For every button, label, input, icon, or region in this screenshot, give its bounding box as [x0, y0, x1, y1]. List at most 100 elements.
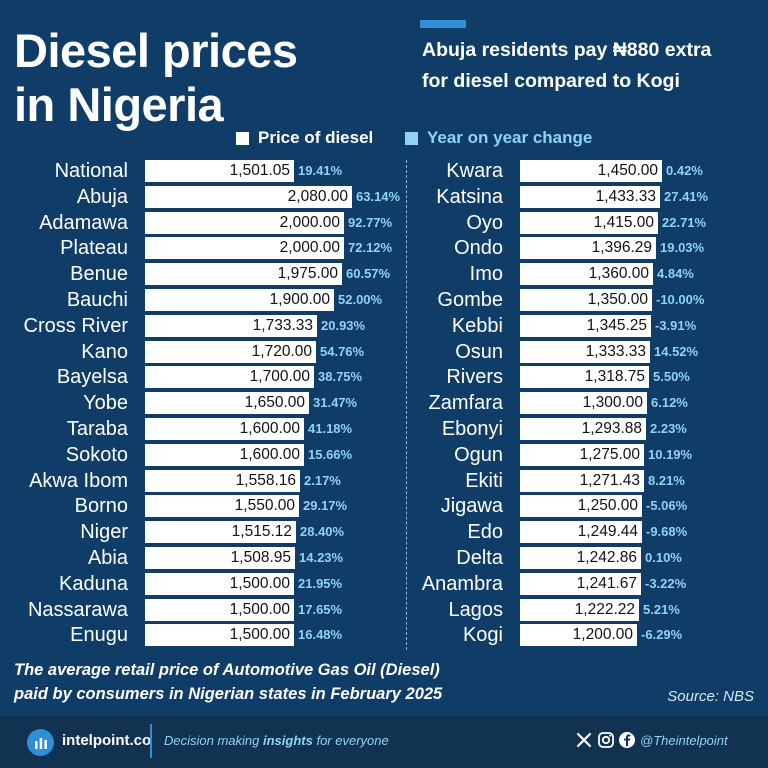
yoy-change: 15.66% [308, 446, 353, 462]
price-bar [145, 392, 309, 415]
price-value: 1,975.00 [277, 265, 338, 283]
price-value: 1,249.44 [577, 523, 638, 541]
price-bar [145, 495, 299, 518]
price-value: 1,415.00 [593, 213, 654, 231]
state-label: Bayelsa [56, 366, 128, 389]
state-label: Bauchi [66, 289, 128, 311]
yoy-change: 41.18% [308, 421, 353, 436]
state-label: Sokoto [65, 443, 128, 466]
state-label: Yobe [83, 392, 128, 415]
price-value: 1,501.05 [229, 162, 290, 179]
state-label: Anambra [421, 572, 503, 595]
yoy-change: 16.48% [298, 627, 343, 643]
price-value: 1,333.33 [585, 342, 646, 360]
x-icon[interactable] [575, 731, 593, 749]
yoy-change: 27.41% [664, 188, 709, 204]
price-bar [145, 211, 344, 234]
price-value: 1,200.00 [572, 626, 633, 644]
yoy-change: 17.65% [298, 601, 343, 617]
state-label: Abia [87, 547, 128, 569]
source-note: Source: NBS [667, 688, 754, 705]
state-label: Rivers [446, 366, 503, 389]
state-label: National [54, 160, 128, 182]
price-bar [520, 418, 646, 440]
price-bar [145, 185, 352, 208]
yoy-change: 14.52% [654, 343, 699, 359]
brand-name[interactable]: intelpoint.co [62, 732, 152, 749]
price-bar [520, 547, 641, 569]
title-line-2: in Nigeria [14, 78, 224, 131]
price-value: 1,360.00 [588, 265, 649, 283]
yoy-change: 54.76% [320, 343, 365, 359]
yoy-change: 52.00% [338, 292, 383, 307]
price-bar [520, 340, 650, 363]
yoy-change: 5.21% [643, 601, 680, 617]
social-handle[interactable]: @Theintelpoint [640, 733, 728, 748]
price-value: 1,600.00 [239, 445, 300, 463]
price-bar [520, 598, 639, 621]
state-label: Lagos [448, 598, 504, 621]
price-bar [520, 237, 656, 260]
price-value: 2,000.00 [279, 213, 340, 231]
price-bar [520, 185, 660, 208]
yoy-change: 0.42% [666, 163, 703, 178]
yoy-change: 92.77% [348, 214, 393, 230]
yoy-change: 28.40% [300, 524, 345, 540]
tagline: Decision making insights for everyone [164, 733, 389, 748]
price-bar [520, 263, 653, 286]
yoy-change: 5.50% [653, 369, 690, 385]
price-bar [145, 314, 317, 337]
yoy-change: 31.47% [313, 395, 358, 411]
yoy-change: 20.93% [321, 317, 366, 333]
yoy-change: 8.21% [648, 472, 685, 488]
subtitle-line-2: for diesel compared to Kogi [422, 70, 680, 92]
state-label: Benue [70, 263, 128, 286]
price-bar [145, 521, 296, 544]
state-label: Ebonyi [441, 418, 503, 440]
yoy-change: -9.68% [646, 524, 688, 540]
state-label: Kwara [446, 160, 503, 182]
price-value: 1,508.95 [230, 549, 291, 566]
yoy-change: 60.57% [346, 266, 391, 282]
tagline-bold: insights [263, 733, 313, 748]
price-value: 1,700.00 [249, 368, 310, 386]
price-bar [145, 547, 295, 569]
price-bar [520, 392, 647, 415]
price-value: 1,396.29 [591, 239, 652, 257]
state-label: Ogun [454, 443, 503, 466]
price-value: 2,000.00 [279, 239, 340, 257]
state-label: Enugu [70, 624, 128, 647]
tagline-post: for everyone [312, 733, 389, 748]
state-label: Akwa Ibom [29, 469, 128, 492]
price-bar [145, 418, 304, 440]
facebook-icon[interactable] [618, 731, 636, 749]
state-label: Zamfara [428, 392, 503, 415]
yoy-change: 21.95% [298, 575, 343, 591]
yoy-change: 22.71% [662, 214, 707, 230]
instagram-icon[interactable] [597, 731, 615, 749]
subtitle-line-1: Abuja residents pay ₦880 extra [422, 39, 712, 61]
yoy-change: 6.12% [651, 395, 688, 411]
price-value: 1,300.00 [582, 394, 643, 412]
state-label: Imo [469, 263, 503, 286]
state-label: Osun [455, 340, 503, 363]
price-bar [145, 624, 294, 647]
yoy-change: 10.19% [648, 446, 693, 462]
price-bar [145, 366, 314, 389]
state-label: Ekiti [465, 469, 503, 492]
price-value: 1,241.67 [576, 574, 637, 592]
state-label: Kogi [462, 624, 503, 647]
yoy-change: 0.10% [645, 550, 682, 565]
state-label: Gombe [437, 289, 503, 311]
footer: intelpoint.co Decision making insights f… [0, 716, 768, 768]
yoy-change: 19.03% [660, 240, 705, 256]
yoy-change: -6.29% [641, 627, 683, 643]
price-bar [520, 314, 651, 337]
legend-price: Price of diesel [236, 127, 373, 149]
state-label: Kano [81, 340, 128, 363]
yoy-change: 72.12% [348, 240, 393, 256]
price-value: 1,250.00 [577, 497, 638, 515]
yoy-change: -3.91% [655, 317, 697, 333]
state-label: Niger [80, 521, 128, 544]
state-label: Kebbi [451, 314, 503, 337]
